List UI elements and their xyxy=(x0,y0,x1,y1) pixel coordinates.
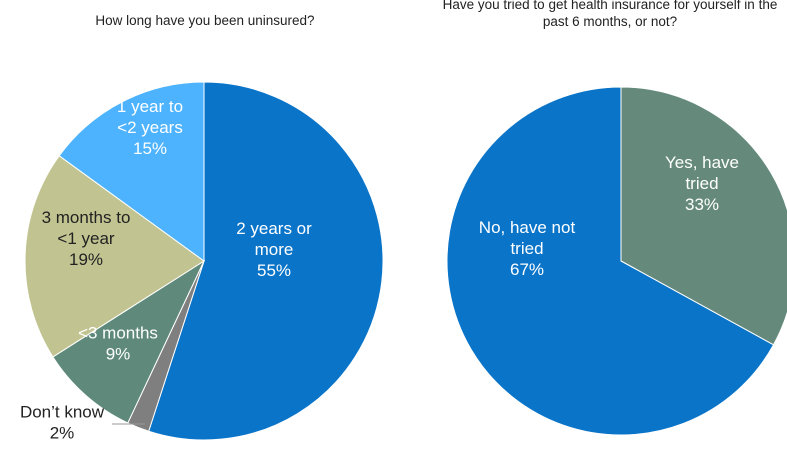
pie2-label-no-have-not-tried: No, have not tried 67% xyxy=(479,218,576,279)
pie1-slice-2-years-or-more xyxy=(148,81,384,441)
pie-chart-tried-insurance: Yes, have tried 33% No, have not tried 67% xyxy=(446,86,787,436)
pie1-slice-1-year-to-2-years xyxy=(58,81,205,262)
pie1-title: How long have you been uninsured? xyxy=(95,13,315,28)
pie2-slice-yes-have-tried xyxy=(620,86,787,346)
pie2-label-yes-have-tried: Yes, have tried 33% xyxy=(665,153,739,214)
pie1-label-don-t-know: Don’t know 2% xyxy=(20,403,105,443)
pie-chart-uninsured-duration: 2 years or more 55% Don’t know 2% <3 months 9%… xyxy=(20,81,384,443)
pie1-label-1-year-to-2-years: 1 year to <2 years 15% xyxy=(117,97,183,158)
pie1-label-3-months: <3 months 9% xyxy=(78,324,158,364)
pie1-label-3-months-to-1-year: 3 months to <1 year 19% xyxy=(42,208,131,269)
pie1-slice-3-months-to-1-year xyxy=(24,155,205,358)
pie1-label-2-years-or-more: 2 years or more 55% xyxy=(236,219,312,280)
pie1-slice-3-months xyxy=(52,259,206,424)
pie2-slice-no-have-not-tried xyxy=(446,86,775,436)
pie2-title: Have you tried to get health insurance f… xyxy=(442,0,778,29)
